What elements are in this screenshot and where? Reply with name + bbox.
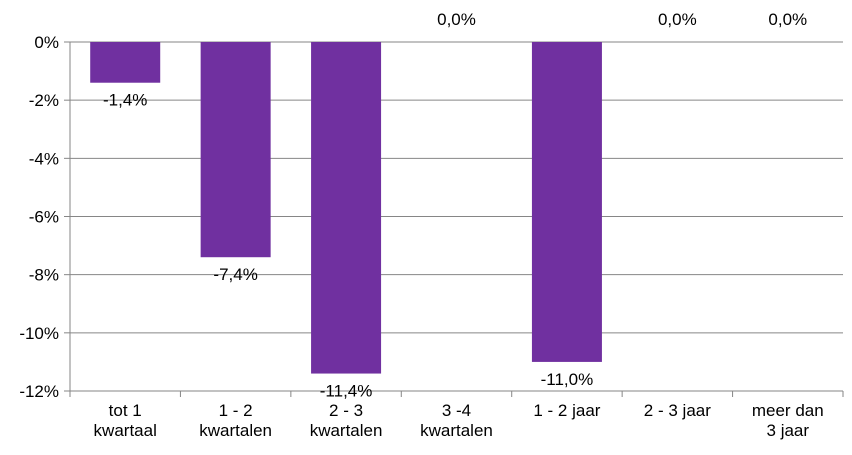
data-label: 0,0% bbox=[658, 10, 697, 29]
data-label: 0,0% bbox=[437, 10, 476, 29]
x-category-label: 2 - 3 jaar bbox=[644, 401, 711, 420]
y-tick-label: -8% bbox=[29, 266, 59, 285]
y-axis: 0% -2% -4% -6% -8% -10% -12% bbox=[19, 33, 70, 401]
x-axis: tot 1 kwartaal 1 - 2 kwartalen 2 - 3 kwartale… bbox=[70, 391, 843, 440]
x-category-label: 1 - 2 kwartalen bbox=[199, 401, 272, 440]
bar bbox=[201, 42, 271, 257]
bar bbox=[90, 42, 160, 83]
y-tick-label: -4% bbox=[29, 149, 59, 168]
data-label: -11,0% bbox=[541, 370, 594, 389]
y-tick-label: -10% bbox=[19, 324, 59, 343]
x-category-label: 1 - 2 jaar bbox=[533, 401, 600, 420]
x-category-label: 3 -4 kwartalen bbox=[420, 401, 493, 440]
data-label: -7,4% bbox=[213, 265, 257, 284]
y-tick-label: -6% bbox=[29, 208, 59, 227]
bar bbox=[532, 42, 602, 362]
x-category-label: 2 - 3 kwartalen bbox=[310, 401, 383, 440]
data-label: -11,4% bbox=[320, 382, 373, 401]
y-tick-label: 0% bbox=[34, 33, 59, 52]
gridlines bbox=[70, 42, 843, 391]
y-tick-label: -12% bbox=[19, 382, 59, 401]
bars bbox=[90, 42, 602, 374]
data-label: 0,0% bbox=[768, 10, 807, 29]
bar bbox=[311, 42, 381, 374]
x-category-label: meer dan 3 jaar bbox=[752, 401, 824, 440]
y-tick-label: -2% bbox=[29, 91, 59, 110]
x-category-label: tot 1 kwartaal bbox=[94, 401, 157, 440]
data-label: -1,4% bbox=[103, 91, 147, 110]
